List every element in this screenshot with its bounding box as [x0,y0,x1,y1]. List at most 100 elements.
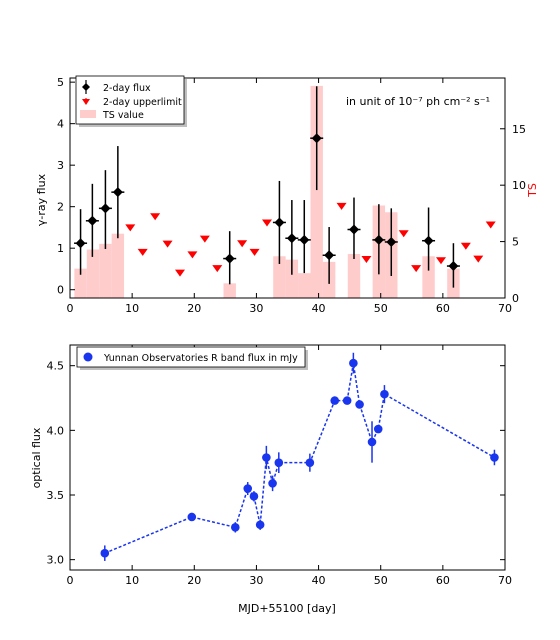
ts-tick-label: 10 [512,179,526,192]
flux-marker [299,234,310,245]
flux-marker [274,217,285,228]
optical-point [268,479,277,488]
y-tick-label: 5 [57,76,64,89]
upperlimit-marker [398,230,409,238]
ts-bar [285,259,299,298]
flux-marker [324,250,335,261]
y-tick-label: 4 [57,118,64,131]
upperlimit-marker [137,248,148,256]
x-tick-label: 20 [187,302,201,315]
legend-upperlimit-label: 2-day upperlimit [103,97,182,108]
ts-bars [74,85,460,299]
unit-annotation: in unit of 10⁻⁷ ph cm⁻² s⁻¹ [346,95,490,108]
optical-marks [100,352,499,561]
upperlimit-marker [174,269,185,277]
x-tick-label: 30 [249,574,263,587]
flux-marker [423,235,434,246]
upperlimit-marker [485,221,496,229]
optical-point [231,523,240,532]
optical-point [330,396,340,405]
legend-optical-label: Yunnan Observatories R band flux in mJy [103,353,298,364]
optical-point [243,484,253,493]
ts-bar [74,268,87,298]
optical-point [249,491,259,501]
flux-marker [373,234,384,245]
upperlimit-marker [249,248,260,256]
optical-point [490,453,499,462]
optical-point [349,358,358,368]
upperlimit-marker [125,224,136,232]
optical-legend: Yunnan Observatories R band flux in mJy [76,346,308,370]
ts-tick-label: 5 [512,236,519,249]
optical-point [355,400,364,409]
ts-axis-title: TS [526,183,539,198]
ts-bar [422,256,435,298]
upperlimit-marker [336,202,347,210]
ts-tick-label: 0 [512,292,519,305]
upperlimit-marker [261,219,272,227]
gamma-ray-marks [74,86,496,288]
x-tick-label: 0 [67,302,74,315]
optical-flux-axis-title: optical flux [30,427,43,488]
optical-point [262,453,271,462]
ts-tick-label: 15 [512,123,526,136]
optical-panel: 0 10 20 30 40 50 60 70 3.0 3.5 4.0 4.5 optical flux… [30,344,512,615]
x-tick-label: 50 [374,574,388,587]
y-tick-label: 3.0 [47,554,65,567]
x-tick-label: 0 [67,574,74,587]
flux-marker [224,253,235,264]
optical-point [274,458,284,467]
upperlimit-marker [435,257,446,265]
optical-point [100,548,110,558]
x-tick-label: 30 [249,302,263,315]
upperlimit-marker [150,213,161,221]
optical-point [380,389,389,399]
x-axis-title: MJD+55100 [day] [238,602,336,615]
y-tick-label: 2 [57,201,64,214]
x-tick-label: 10 [125,574,139,587]
upperlimit-marker [212,265,223,273]
optical-point [305,458,315,467]
flux-marker [286,233,297,244]
ts-bar [273,256,286,298]
ts-bar [347,254,361,298]
y-tick-label: 0 [57,284,64,297]
ts-bar [298,273,311,298]
y-tick-label: 4.0 [47,424,65,437]
flux-marker [75,238,86,249]
upperlimit-marker [199,235,210,243]
plot-frame [69,77,506,299]
x-tick-label: 40 [312,574,326,587]
upperlimit-marker [162,240,173,248]
ts-bar [86,249,100,298]
ts-bar [223,283,236,298]
legend-box [76,346,306,368]
upperlimit-marker [187,251,198,259]
ts-bar [99,243,112,298]
legend-flux-label: 2-day flux [103,83,151,94]
flux-marker [100,203,111,214]
x-tick-label: 70 [498,574,512,587]
plot-frame [69,344,506,571]
upperlimit-marker [473,255,484,263]
optical-axes: 0 10 20 30 40 50 60 70 3.0 3.5 4.0 4.5 [47,344,512,587]
legend-ts-label: TS value [102,110,144,121]
flux-marker [112,187,123,198]
optical-point [342,396,352,405]
optical-point [255,520,265,530]
legend-ts-swatch [80,110,96,118]
upperlimit-marker [361,255,372,263]
x-tick-label: 60 [436,574,450,587]
upperlimit-marker [237,240,248,248]
x-tick-label: 20 [187,574,201,587]
flux-marker [348,224,359,235]
legend-optical-marker [83,352,93,362]
flux-marker [311,133,322,144]
y-tick-label: 3 [57,159,64,172]
optical-point [187,512,197,522]
flux-marker [448,261,459,272]
x-tick-label: 40 [312,302,326,315]
optical-point [373,424,383,434]
